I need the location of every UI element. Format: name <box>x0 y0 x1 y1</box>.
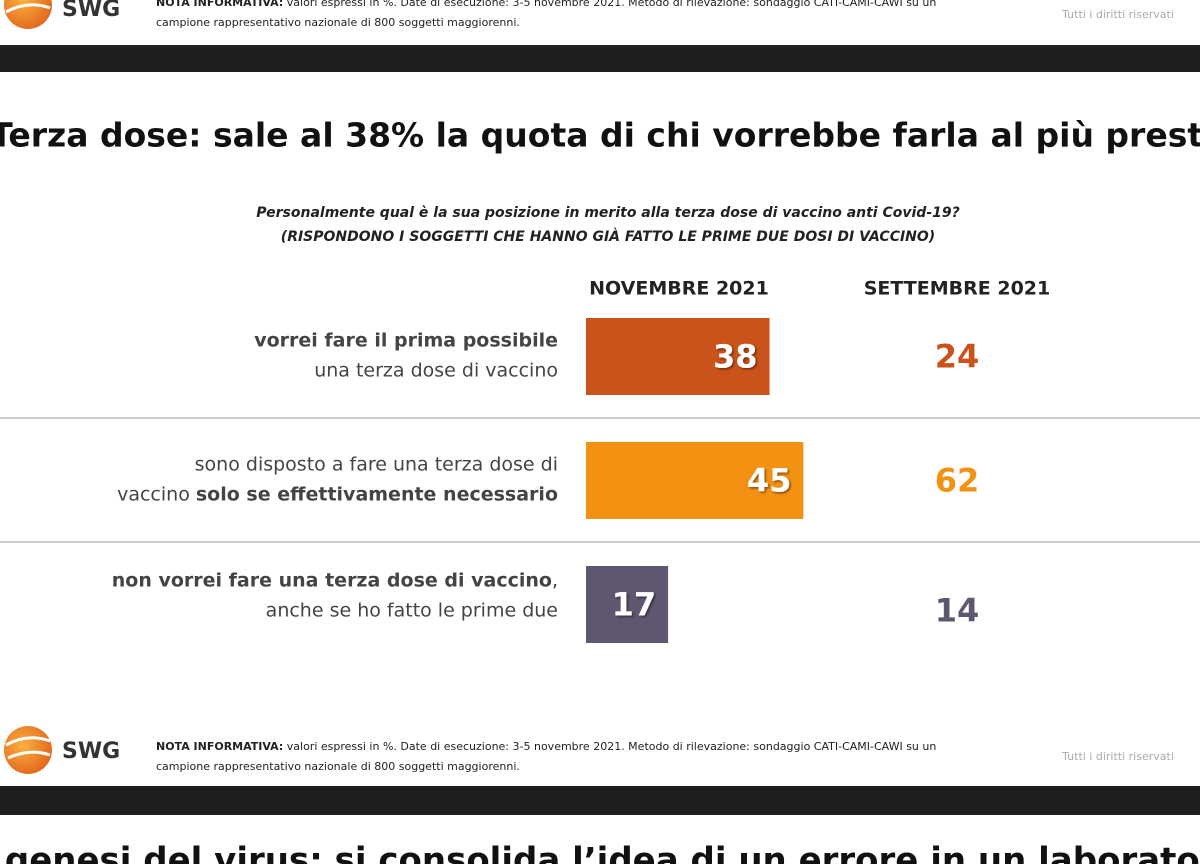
text-line: sono disposto a fare una terza dose di <box>195 453 558 475</box>
value-label: 62 <box>935 462 980 500</box>
rights: Tutti i diritti riservati <box>1061 8 1174 21</box>
text-run: NOTA INFORMATIVA: <box>156 0 283 9</box>
bar <box>586 566 669 643</box>
text-line: NOTA INFORMATIVA: valori espressi in %. … <box>156 0 936 9</box>
text-run: vorrei fare il prima possibile <box>254 329 558 351</box>
text-run: non vorrei fare una terza dose di vaccin… <box>112 569 552 591</box>
logo <box>4 726 52 774</box>
text-line: una terza dose di vaccino <box>314 359 558 381</box>
note: NOTA INFORMATIVA: valori espressi in %. … <box>156 0 936 29</box>
chart-title: Terza dose: sale al 38% la quota di chi … <box>0 116 1200 155</box>
note: NOTA INFORMATIVA: valori espressi in %. … <box>156 740 936 773</box>
text-line: vorrei fare il prima possibile <box>254 329 558 351</box>
text-run: sono disposto a fare una terza dose di <box>195 453 558 475</box>
logo <box>4 0 52 29</box>
brand: SWG <box>62 739 120 764</box>
brand: SWG <box>62 0 120 22</box>
next-slide-title: La genesi del virus: si consolida l’idea… <box>0 841 1200 864</box>
separator-bar <box>0 45 1200 72</box>
value-label: 17 <box>612 586 657 624</box>
text-run: vaccino <box>117 483 196 505</box>
text-run: valori espressi in %. Date di esecuzione… <box>283 0 936 9</box>
text-run: valori espressi in %. Date di esecuzione… <box>283 740 936 753</box>
text-line: anche se ho fatto le prime due <box>266 599 558 621</box>
separator-bar <box>0 786 1200 815</box>
text-line: vaccino solo se effettivamente necessari… <box>117 483 558 505</box>
text-run: campione rappresentativo nazionale di 80… <box>156 760 520 773</box>
rights: Tutti i diritti riservati <box>1061 750 1174 763</box>
legend-entry: NOVEMBRE 2021 <box>589 278 769 300</box>
text-run: solo se effettivamente necessario <box>196 483 558 505</box>
text-line: campione rappresentativo nazionale di 80… <box>156 760 520 773</box>
text-run: anche se ho fatto le prime due <box>266 599 558 621</box>
text-line: NOTA INFORMATIVA: valori espressi in %. … <box>156 740 936 753</box>
legend-entry: SETTEMBRE 2021 <box>864 278 1051 300</box>
text-line: campione rappresentativo nazionale di 80… <box>156 16 520 29</box>
bar <box>586 442 804 519</box>
text-run: NOTA INFORMATIVA: <box>156 740 283 753</box>
text-run: , <box>552 569 558 591</box>
value-label: 24 <box>935 338 980 376</box>
text-line: non vorrei fare una terza dose di vaccin… <box>112 569 558 591</box>
bar <box>586 318 770 395</box>
text-run: una terza dose di vaccino <box>314 359 558 381</box>
value-label: 38 <box>713 338 758 376</box>
top-strip <box>0 0 1200 45</box>
text-run: campione rappresentativo nazionale di 80… <box>156 16 520 29</box>
value-label: 14 <box>935 592 980 630</box>
value-label: 45 <box>747 462 792 500</box>
question: (RISPONDONO I SOGGETTI CHE HANNO GIÀ FAT… <box>281 228 935 245</box>
question: Personalmente qual è la sua posizione in… <box>256 205 960 221</box>
